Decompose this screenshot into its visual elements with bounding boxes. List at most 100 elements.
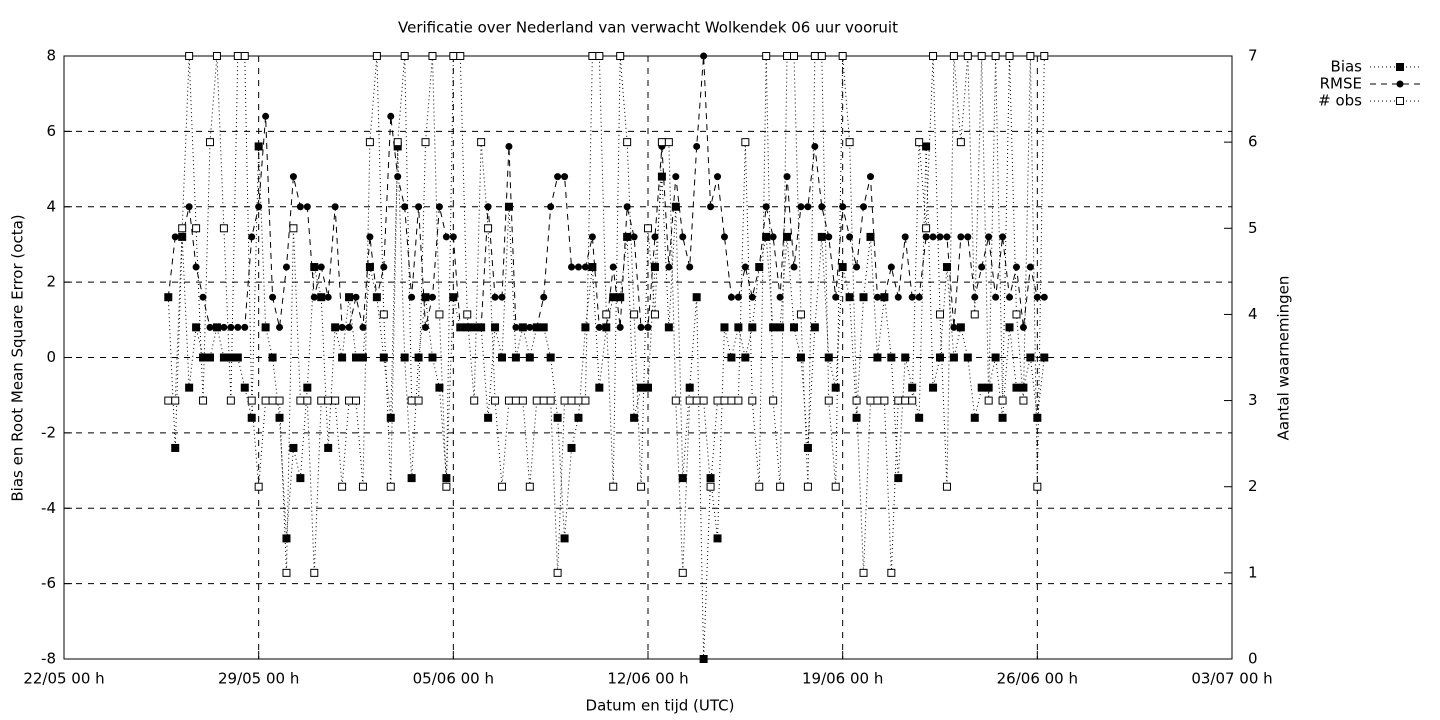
y-tick-label: 6 [46,122,56,140]
data-point [192,323,201,332]
data-point [393,138,402,147]
data-point [178,233,186,241]
data-point [546,353,555,362]
data-point [359,323,367,331]
data-point [289,224,298,233]
data-point [880,396,889,405]
data-point [226,396,235,405]
data-point [261,396,270,405]
data-point [463,310,472,319]
data-point [866,173,874,181]
legend-label: RMSE [1320,75,1362,93]
data-point [942,263,951,272]
data-point [609,293,618,302]
legend-marker [1396,80,1404,88]
data-point [185,383,194,392]
data-point [275,413,284,422]
data-point [1005,323,1014,332]
data-point [796,310,805,319]
data-point [505,142,513,150]
data-point [623,203,631,211]
data-point [803,443,812,452]
data-point [929,52,938,60]
data-point [386,413,395,422]
data-point [720,233,728,241]
data-point [609,482,618,491]
y-tick-label: 8 [46,47,56,65]
data-point [706,474,715,483]
data-point [504,396,513,405]
data-point [331,323,340,332]
data-point [588,233,596,241]
data-point [922,233,930,241]
data-point [400,353,409,362]
data-point [219,353,228,362]
data-point [546,396,555,405]
data-point [908,383,917,392]
data-point [672,173,680,181]
data-point [692,396,701,405]
data-point [630,413,639,422]
data-point [477,323,485,331]
data-point [915,413,924,422]
data-point [422,323,430,331]
data-point [985,233,993,241]
data-point [873,396,882,405]
data-point [379,353,388,362]
data-point [838,263,847,272]
x-axis-label: Datum en tijd (UTC) [586,697,735,715]
data-point [992,293,1000,301]
data-point [901,233,909,241]
data-point [248,233,256,241]
data-point [365,138,374,147]
data-point [859,568,868,577]
data-point [803,482,812,491]
data-point [261,323,270,332]
data-point [741,263,749,271]
data-point [783,232,792,241]
x-tick-label: 22/05 00 h [23,670,104,688]
data-point [352,353,360,362]
data-point [623,138,632,147]
data-point [303,203,311,211]
data-point [887,353,896,362]
data-point [247,413,256,422]
data-point [539,396,548,405]
data-point [407,396,416,405]
data-point [310,568,319,577]
data-point [358,482,367,491]
data-point [240,383,249,392]
data-point [929,233,937,241]
data-point [254,482,263,491]
data-point [964,233,972,241]
data-point [783,173,791,181]
data-point [679,233,687,241]
data-point [185,52,194,60]
data-point [637,482,646,491]
data-point [574,413,583,422]
data-point [463,323,471,331]
data-point [171,396,180,405]
data-point [449,52,458,60]
data-point [519,323,527,331]
data-point [783,52,792,60]
data-point [894,474,903,483]
data-point [817,232,826,241]
data-point [810,52,819,60]
data-point [942,482,951,491]
data-point [873,293,881,301]
data-point [442,233,450,241]
data-point [671,396,680,405]
data-point [553,413,562,422]
data-point [713,396,722,405]
data-point [984,396,993,405]
data-point [421,138,430,147]
data-point [470,396,479,405]
data-point [408,293,416,301]
y-tick-label: 4 [46,197,56,215]
data-point [1033,482,1042,491]
data-point [345,396,354,405]
data-point [414,353,423,362]
data-point [400,52,409,60]
